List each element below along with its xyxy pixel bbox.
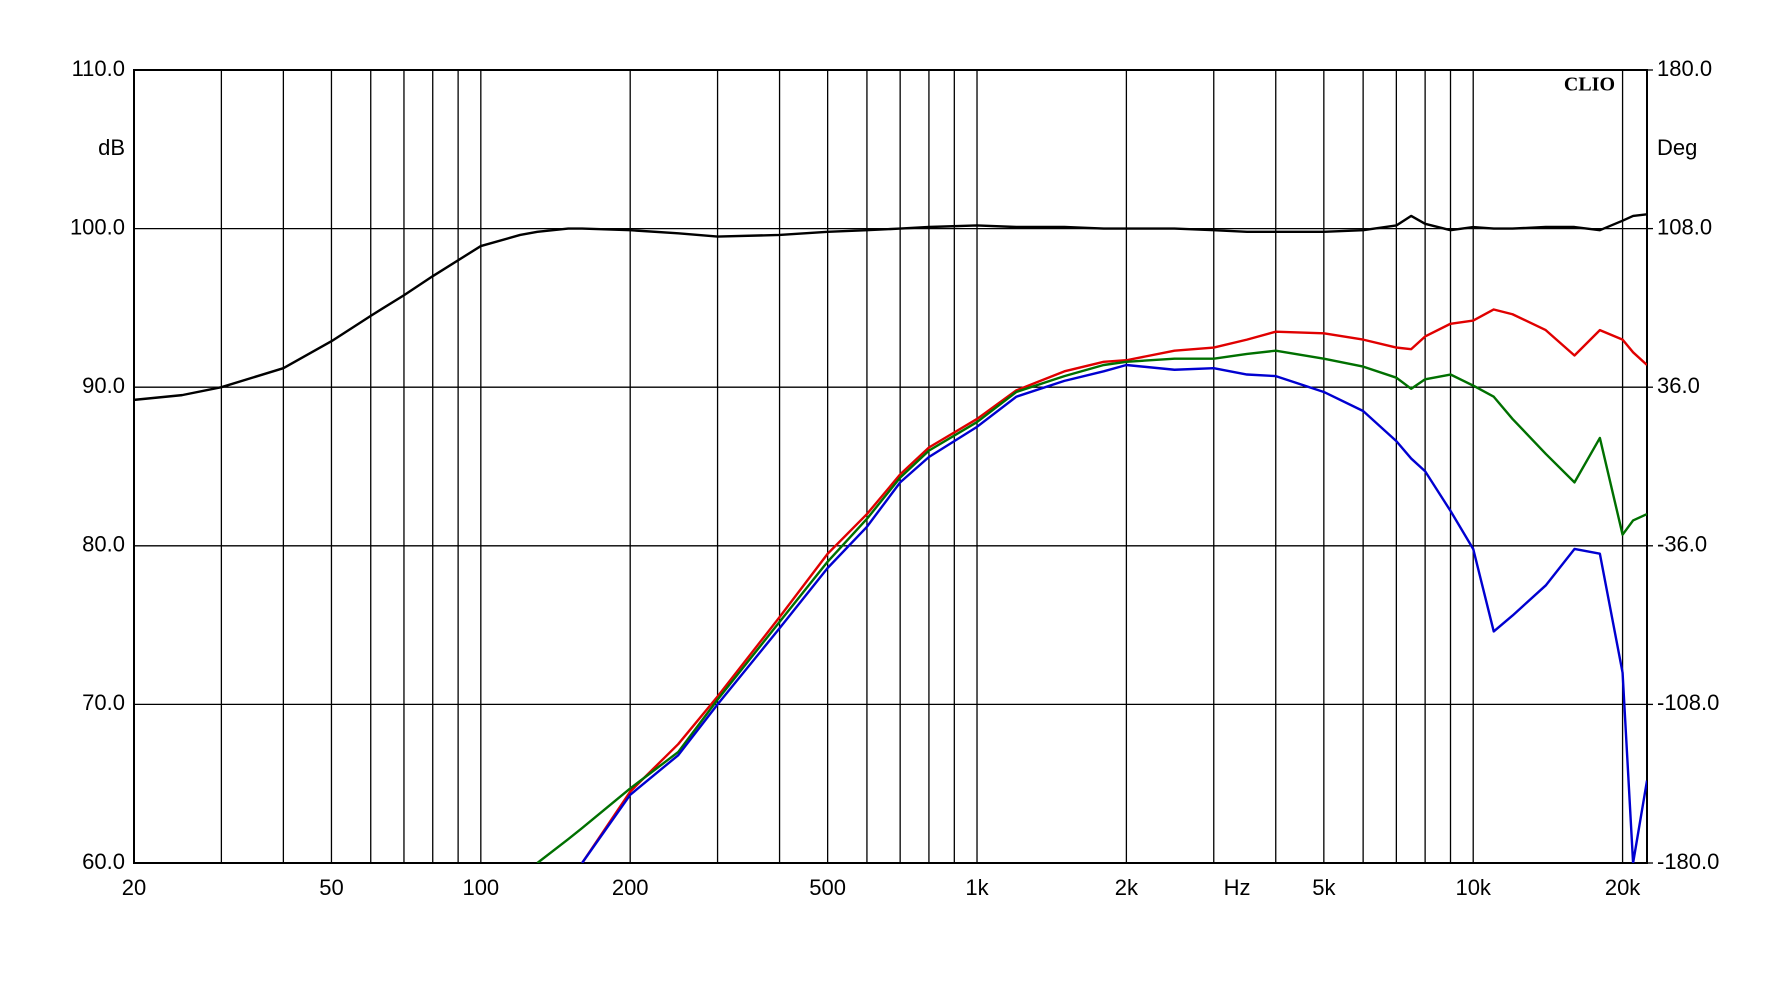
x-axis-label: Hz	[1224, 875, 1251, 900]
y-tick-label: 70.0	[82, 690, 125, 715]
x-tick-label: 20	[122, 875, 146, 900]
y2-tick-label: 108.0	[1657, 214, 1712, 239]
series-line	[536, 349, 1647, 863]
y2-tick-label: -36.0	[1657, 532, 1707, 557]
y-axis-label: dB	[98, 135, 125, 160]
x-tick-label: 500	[809, 875, 846, 900]
series-line	[134, 213, 1647, 402]
y-tick-label: 90.0	[82, 373, 125, 398]
y2-tick-label: -108.0	[1657, 690, 1719, 715]
y2-tick-label: 180.0	[1657, 56, 1712, 81]
y2-tick-label: 36.0	[1657, 373, 1700, 398]
x-tick-label: 20k	[1605, 875, 1641, 900]
y-tick-label: 80.0	[82, 532, 125, 557]
x-tick-label: 100	[462, 875, 499, 900]
y2-tick-label: -180.0	[1657, 849, 1719, 874]
x-tick-label: 50	[319, 875, 343, 900]
x-tick-label: 2k	[1115, 875, 1139, 900]
x-tick-label: 1k	[965, 875, 989, 900]
x-tick-label: 5k	[1312, 875, 1336, 900]
y2-axis-label: Deg	[1657, 135, 1697, 160]
series-line	[581, 308, 1647, 863]
y-tick-label: 110.0	[72, 56, 125, 81]
brand-label: CLIO	[1564, 74, 1615, 96]
y-tick-label: 60.0	[82, 849, 125, 874]
plot-area	[134, 213, 1647, 863]
x-tick-label: 10k	[1455, 875, 1491, 900]
grid	[133, 69, 1647, 864]
y-tick-label: 100.0	[70, 214, 125, 239]
series-line	[581, 363, 1647, 863]
x-tick-label: 200	[612, 875, 649, 900]
